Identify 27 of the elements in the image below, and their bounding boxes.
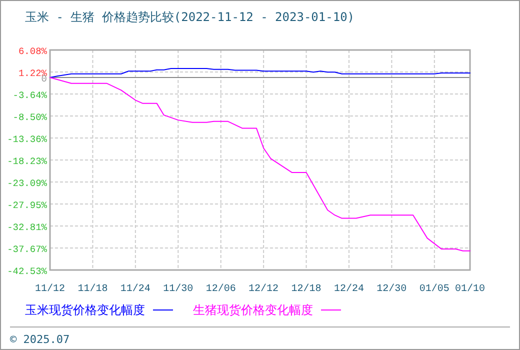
y-tick-label: -32.81% — [7, 222, 48, 234]
y-tick-label: -18.23% — [7, 156, 48, 168]
x-tick-label: 12/06 — [206, 283, 236, 295]
x-tick-label: 11/30 — [163, 283, 194, 295]
y-tick-label: 6.08% — [18, 46, 48, 57]
legend-label: 生猪现货价格变化幅度 — [193, 303, 313, 317]
y-tick-label: -3.64% — [12, 90, 48, 101]
x-tick-label: 12/18 — [291, 283, 322, 295]
x-tick-label: 12/30 — [376, 283, 407, 295]
y-tick-label: -8.50% — [12, 112, 48, 123]
legend-label: 玉米现货价格变化幅度 — [25, 303, 145, 317]
y-tick-label: -23.09% — [7, 178, 48, 190]
chart-title: 玉米 - 生猪 价格趋势比较(2022-11-12 - 2023-01-10) — [25, 10, 355, 24]
line-series — [50, 77, 470, 252]
y-tick-label: -27.95% — [7, 200, 48, 212]
text: © 2025.07 — [10, 333, 70, 346]
y-tick-label: -42.53% — [7, 266, 48, 277]
x-tick-label: 11/24 — [120, 283, 150, 295]
x-tick-label: 01/05 — [419, 283, 450, 295]
x-tick-label: 11/18 — [78, 283, 108, 295]
x-tick-label: 11/12 — [34, 283, 66, 295]
x-tick-label: 12/24 — [334, 283, 364, 295]
x-tick-label: 12/12 — [248, 283, 279, 295]
y-tick-label: -37.67% — [7, 244, 48, 256]
x-tick-label: 01/10 — [454, 283, 486, 295]
line-series — [50, 68, 470, 78]
y-tick-label: -13.36% — [7, 134, 48, 145]
